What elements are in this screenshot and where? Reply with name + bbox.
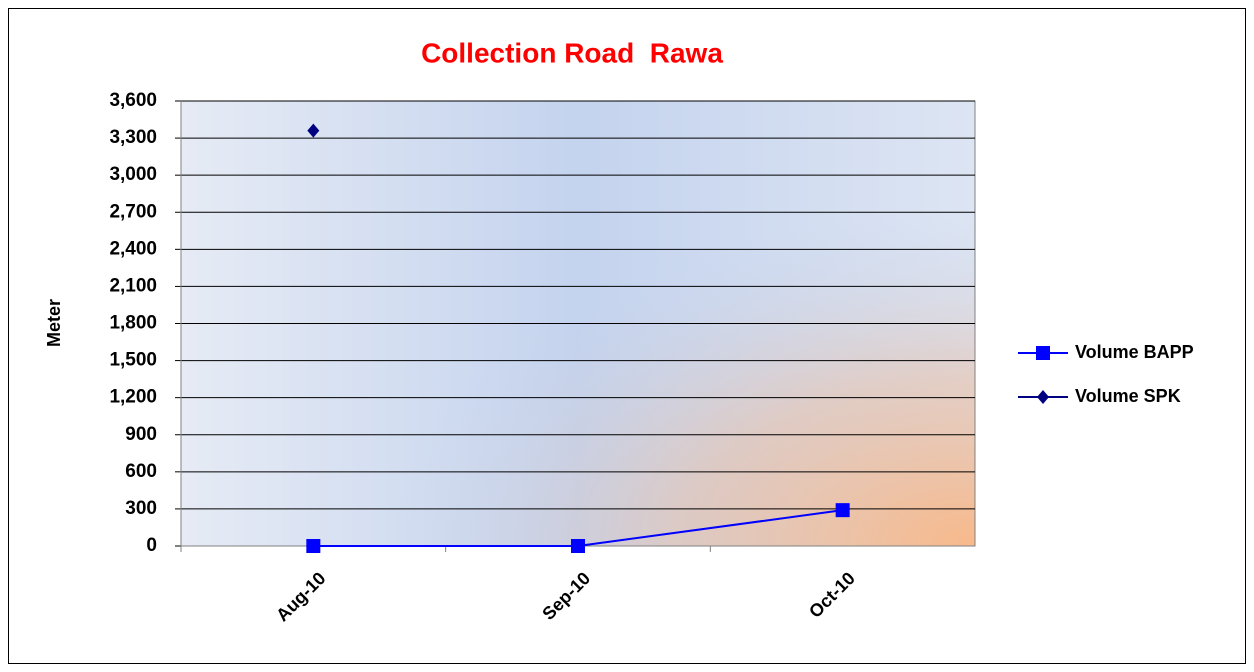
legend-label: Volume SPK [1075, 386, 1181, 406]
series-marker [571, 539, 585, 553]
y-tick-label: 600 [125, 461, 157, 482]
chart-title: Collection Road Rawa [421, 37, 723, 68]
y-axis-label: Meter [44, 299, 64, 347]
y-tick-label: 1,500 [109, 350, 157, 371]
series-marker [306, 539, 321, 553]
y-tick-label: 1,200 [109, 387, 157, 408]
y-tick-label: 1,800 [109, 313, 157, 334]
y-tick-label: 3,600 [109, 90, 157, 111]
legend-marker [1036, 346, 1050, 360]
series-marker [307, 123, 320, 138]
y-tick-label: 0 [146, 535, 157, 556]
y-tick-label: 2,100 [109, 275, 157, 296]
legend-label: Volume BAPP [1075, 342, 1194, 362]
series-marker [835, 503, 850, 518]
y-tick-label: 300 [125, 498, 157, 519]
y-tick-label: 2,400 [109, 238, 157, 259]
y-tick-label: 3,000 [109, 164, 157, 185]
legend-marker [1037, 390, 1049, 404]
y-tick-label: 900 [125, 424, 157, 445]
y-tick-label: 2,700 [109, 201, 157, 222]
y-tick-label: 3,300 [109, 127, 157, 148]
